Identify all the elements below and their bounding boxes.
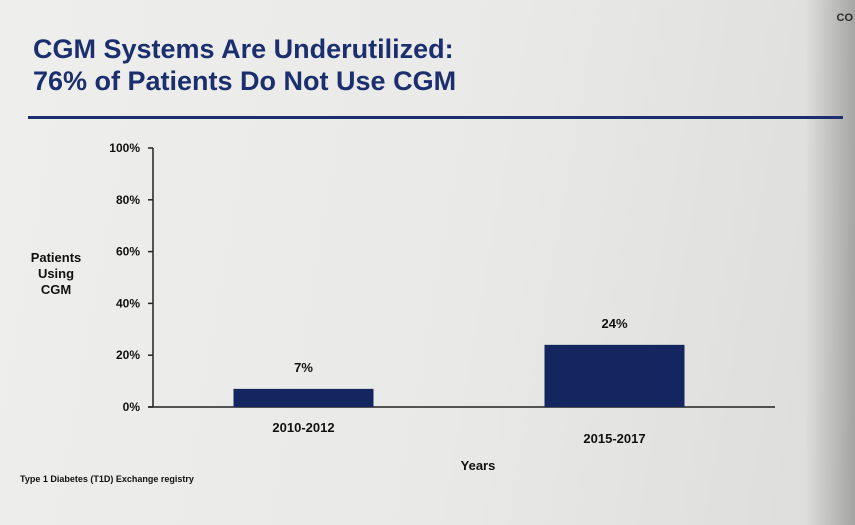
y-tick-label: 80% bbox=[116, 193, 140, 207]
category-label: 2010-2012 bbox=[272, 420, 334, 435]
y-tick-label: 20% bbox=[116, 348, 140, 362]
y-axis: 0% 20% 40% 60% 80% 100% bbox=[109, 141, 154, 414]
bar-labels: 7% 2010-2012 24% 2015-2017 bbox=[272, 316, 645, 446]
title-line-1: CGM Systems Are Underutilized: bbox=[33, 34, 454, 64]
x-axis-title: Years bbox=[461, 458, 496, 473]
corner-text: CO bbox=[836, 12, 854, 24]
y-tick-label: 40% bbox=[116, 296, 140, 310]
y-axis-label-line: CGM bbox=[41, 282, 71, 297]
bar-value-label: 7% bbox=[294, 360, 313, 375]
bar-value-label: 24% bbox=[601, 316, 627, 331]
y-tick-label: 100% bbox=[109, 141, 140, 155]
title-line-2: 76% of Patients Do Not Use CGM bbox=[33, 66, 457, 96]
y-axis-label-line: Patients bbox=[31, 250, 82, 265]
y-tick-label: 0% bbox=[123, 400, 141, 414]
bars bbox=[233, 344, 685, 407]
photo-edge-shadow bbox=[805, 0, 855, 525]
bar bbox=[544, 344, 685, 407]
bar bbox=[233, 388, 374, 407]
slide-title: CGM Systems Are Underutilized: 76% of Pa… bbox=[33, 33, 456, 97]
y-axis-label-line: Using bbox=[38, 266, 74, 281]
title-underline bbox=[28, 116, 843, 119]
category-label: 2015-2017 bbox=[583, 431, 645, 446]
source-note: Type 1 Diabetes (T1D) Exchange registry bbox=[20, 474, 194, 484]
y-tick-label: 60% bbox=[116, 245, 140, 259]
